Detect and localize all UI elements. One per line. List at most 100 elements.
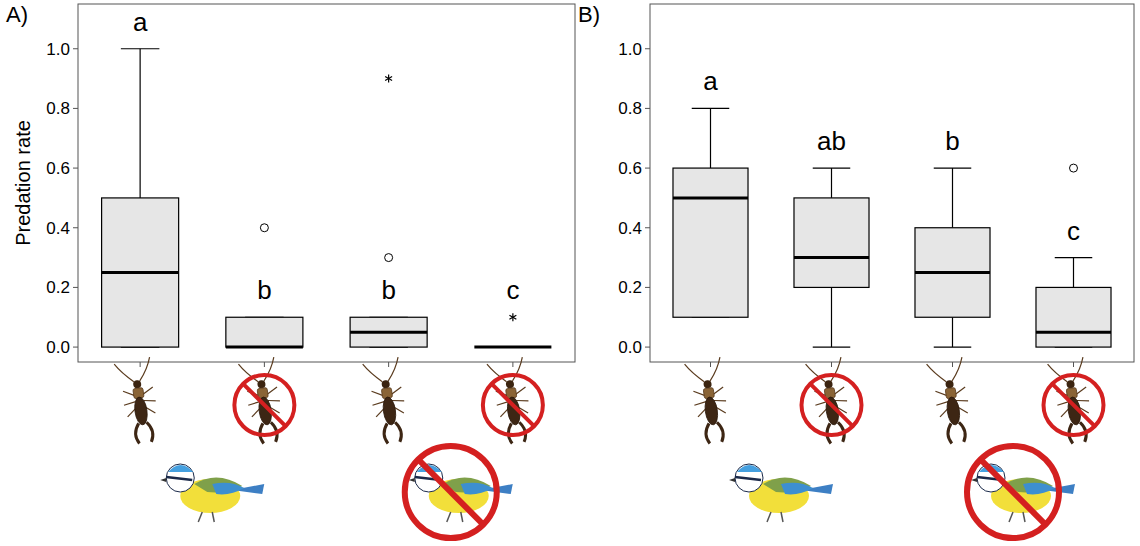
- plot-frame: [650, 4, 1134, 362]
- y-tick-label: 0.2: [46, 278, 70, 297]
- wing: [461, 483, 493, 495]
- x-tick: [1073, 362, 1074, 367]
- panel-letter: A): [6, 2, 28, 27]
- earwig-icon: [926, 357, 973, 445]
- whisker-high: [831, 168, 832, 198]
- median: [226, 346, 303, 349]
- prohibition-circle: [1044, 375, 1104, 435]
- group-letter: b: [381, 275, 395, 305]
- x-tick: [952, 362, 953, 367]
- antennae: [238, 357, 277, 384]
- y-tick: [645, 108, 650, 109]
- abdomen: [703, 396, 719, 425]
- wing: [212, 483, 244, 495]
- y-tick: [73, 108, 78, 109]
- figure: A)0.00.20.40.60.81.0Predation rateabbcB)…: [0, 0, 1140, 546]
- head: [505, 380, 514, 389]
- whisker-cap-high: [121, 48, 160, 49]
- y-tick: [645, 48, 650, 49]
- extreme-stroke: [385, 77, 392, 81]
- whisker-high: [952, 168, 953, 228]
- treatment-icons: [684, 357, 1103, 538]
- cap: [737, 465, 762, 472]
- box: [794, 198, 869, 288]
- x-tick: [388, 362, 389, 367]
- y-axis-title: Predation rate: [12, 120, 34, 246]
- median: [1036, 331, 1111, 334]
- x-tick: [264, 362, 265, 367]
- y-tick: [645, 287, 650, 288]
- extreme-marker: [509, 313, 516, 321]
- y-tick: [645, 347, 650, 348]
- earwig-icon: [684, 357, 731, 445]
- x-tick: [512, 362, 513, 367]
- group-letter: c: [1067, 216, 1080, 246]
- y-tick: [73, 347, 78, 348]
- y-tick-label: 0.6: [618, 159, 642, 178]
- leg: [1023, 512, 1025, 522]
- y-tick-label: 0.8: [46, 99, 70, 118]
- leg: [767, 512, 771, 522]
- cap: [168, 465, 193, 472]
- extreme-stroke: [385, 77, 392, 81]
- y-tick: [73, 227, 78, 228]
- box: [915, 228, 990, 318]
- y-tick-label: 1.0: [618, 40, 642, 59]
- y-tick-label: 0.6: [46, 159, 70, 178]
- median: [915, 271, 990, 274]
- whisker-low: [831, 287, 832, 347]
- leg: [694, 402, 706, 406]
- box: [226, 317, 303, 347]
- head: [945, 380, 954, 389]
- marks: [102, 49, 552, 347]
- head: [1066, 380, 1075, 389]
- y-tick-label: 0.8: [618, 99, 642, 118]
- labels: aabbc: [703, 66, 1080, 245]
- forceps: [947, 422, 967, 444]
- whisker-cap-low: [934, 346, 972, 347]
- leg: [392, 399, 404, 403]
- box: [1036, 287, 1111, 347]
- panel: B)0.00.20.40.60.81.0aabbc: [578, 2, 1134, 538]
- extreme-stroke: [509, 315, 516, 319]
- leg: [714, 399, 726, 403]
- leg: [835, 399, 847, 403]
- leg: [268, 399, 280, 403]
- antennae: [487, 357, 526, 384]
- whisker-cap-high: [813, 167, 851, 168]
- prohibition-circle: [483, 375, 543, 435]
- median: [102, 271, 179, 274]
- median: [673, 196, 748, 199]
- leg: [198, 512, 202, 522]
- abdomen: [945, 396, 961, 425]
- abdomen: [133, 396, 149, 425]
- whisker-high: [1073, 258, 1074, 288]
- prohibition-circle: [234, 375, 294, 435]
- prohibition-bar: [980, 459, 1045, 524]
- prohibition-bar: [810, 384, 852, 426]
- prohibition-bar: [492, 384, 534, 426]
- y-tick-label: 1.0: [46, 40, 70, 59]
- treatment-icons: [114, 357, 543, 538]
- face: [166, 464, 194, 492]
- leg: [144, 399, 156, 403]
- leg: [248, 402, 260, 406]
- x-tick: [710, 362, 711, 367]
- panel-letter: B): [578, 2, 600, 27]
- leg: [212, 512, 214, 522]
- earwig-icon: [114, 357, 161, 445]
- leg: [1057, 402, 1069, 406]
- eye-stripe: [166, 477, 192, 480]
- antennae: [362, 357, 401, 384]
- box: [673, 168, 748, 317]
- whisker-high: [140, 49, 141, 198]
- beak: [160, 478, 166, 482]
- forceps: [705, 422, 725, 444]
- whisker-cap-high: [1055, 257, 1093, 258]
- group-letter: a: [133, 7, 148, 37]
- y-tick: [645, 168, 650, 169]
- box: [474, 346, 551, 347]
- leg: [936, 402, 948, 406]
- wing: [781, 483, 813, 495]
- earwig-icon: [362, 357, 409, 445]
